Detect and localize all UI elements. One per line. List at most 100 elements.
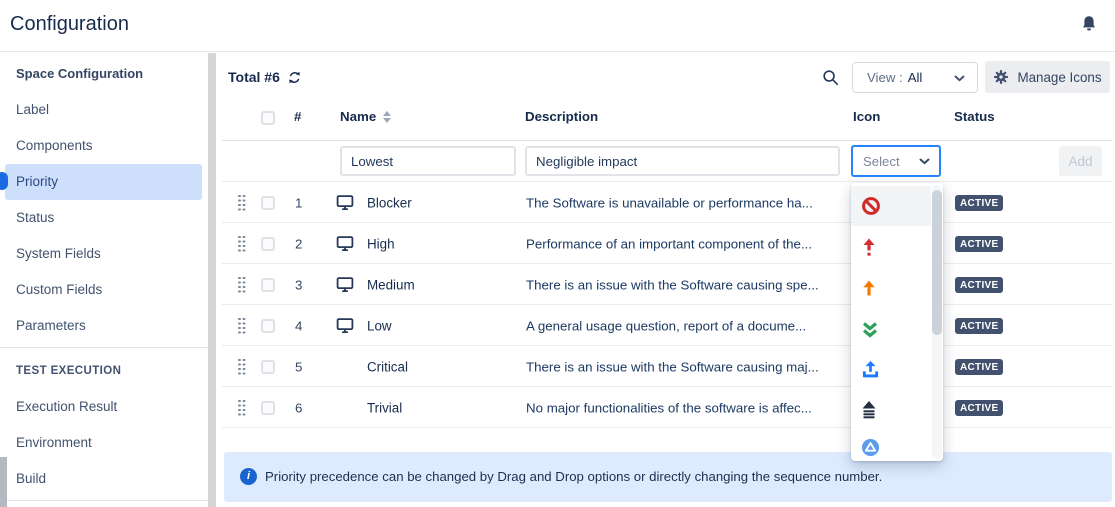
priority-description: Performance of an important component of… xyxy=(526,236,813,251)
dropdown-scrollbar-thumb[interactable] xyxy=(932,190,942,335)
select-all-checkbox[interactable] xyxy=(261,111,275,125)
view-filter-label: View : xyxy=(867,70,903,85)
dropdown-option-arrow-up-dot-icon[interactable] xyxy=(851,227,931,267)
app-header: Configuration xyxy=(0,0,1115,52)
status-badge: ACTIVE xyxy=(955,276,1004,293)
row-number: 2 xyxy=(295,236,303,251)
notification-bell-icon[interactable] xyxy=(1081,15,1097,33)
header-divider xyxy=(222,140,1112,141)
row-number: 6 xyxy=(295,400,303,415)
dropdown-option-circle-triangle-icon[interactable] xyxy=(851,427,931,461)
drag-handle[interactable] xyxy=(238,276,246,293)
sidebar-item-components[interactable]: Components xyxy=(16,138,93,153)
row-divider xyxy=(222,345,1112,346)
sidebar-divider xyxy=(0,500,208,501)
sidebar-item-status[interactable]: Status xyxy=(16,210,55,225)
drag-handle[interactable] xyxy=(238,317,246,334)
row-checkbox[interactable] xyxy=(261,236,275,251)
dropdown-option-upload-tray-icon[interactable] xyxy=(851,349,931,389)
manage-icons-button[interactable]: Manage Icons xyxy=(985,61,1110,93)
table-row: 2 High Performance of an important compone… xyxy=(216,223,1115,264)
dropdown-option-double-chevron-down-icon[interactable] xyxy=(851,309,931,349)
chevron-down-icon xyxy=(919,152,930,170)
priority-name: Blocker xyxy=(367,195,412,210)
row-checkbox[interactable] xyxy=(261,277,275,292)
sidebar-item-custom-fields[interactable]: Custom Fields xyxy=(16,282,103,297)
dropdown-option-blocked-icon[interactable] xyxy=(851,186,931,226)
total-count-label: Total #6 xyxy=(228,69,280,85)
status-badge: ACTIVE xyxy=(955,194,1004,211)
drag-handle[interactable] xyxy=(238,399,246,416)
row-number: 4 xyxy=(295,318,303,333)
priority-name: Trivial xyxy=(367,400,403,415)
double-chevron-down-icon xyxy=(861,321,879,338)
circle-triangle-icon xyxy=(861,438,880,457)
row-checkbox[interactable] xyxy=(261,195,275,210)
new-priority-name-input[interactable] xyxy=(340,146,516,176)
drag-handle[interactable] xyxy=(238,358,246,375)
manage-icons-label: Manage Icons xyxy=(1017,69,1102,85)
row-checkbox[interactable] xyxy=(261,400,275,415)
info-icon: i xyxy=(240,468,257,485)
chevron-down-icon xyxy=(954,70,965,85)
sidebar-divider xyxy=(0,347,208,348)
arrow-up-icon xyxy=(861,279,877,297)
arrow-up-dot-icon xyxy=(861,237,877,257)
priority-description: There is an issue with the Software caus… xyxy=(526,277,819,292)
status-badge: ACTIVE xyxy=(955,317,1004,334)
row-divider xyxy=(222,263,1112,264)
row-divider xyxy=(222,304,1112,305)
icon-select-placeholder: Select xyxy=(863,153,900,169)
drag-handle[interactable] xyxy=(238,194,246,211)
sidebar-scrollbar-thumb[interactable] xyxy=(0,457,7,507)
row-checkbox[interactable] xyxy=(261,318,275,333)
dropdown-option-eject-icon[interactable] xyxy=(851,389,931,429)
blocked-icon xyxy=(861,196,881,216)
priority-description: There is an issue with the Software caus… xyxy=(526,359,819,374)
priority-description: A general usage question, report of a do… xyxy=(526,318,807,333)
sidebar-item-parameters[interactable]: Parameters xyxy=(16,318,86,333)
total-count: Total #6 xyxy=(228,69,302,85)
row-checkbox[interactable] xyxy=(261,359,275,374)
sidebar-item-execution-result[interactable]: Execution Result xyxy=(16,399,118,414)
row-divider xyxy=(222,222,1112,223)
sort-icon[interactable] xyxy=(383,111,391,123)
table-row: 4 Low A general usage question, report of … xyxy=(216,305,1115,346)
row-number: 1 xyxy=(295,195,303,210)
sidebar-item-build[interactable]: Build xyxy=(16,471,47,486)
info-message: Priority precedence can be changed by Dr… xyxy=(265,469,883,484)
column-header-icon[interactable]: Icon xyxy=(853,109,881,124)
new-priority-description-input[interactable] xyxy=(525,146,840,176)
row-divider xyxy=(222,181,1112,182)
row-number: 3 xyxy=(295,277,303,292)
column-header-status[interactable]: Status xyxy=(954,109,995,124)
eject-icon xyxy=(861,400,877,419)
monitor-icon xyxy=(336,276,354,293)
view-filter-select[interactable]: View : All xyxy=(852,62,978,93)
sidebar-item-priority[interactable]: Priority xyxy=(5,164,202,200)
dropdown-option-arrow-up-icon[interactable] xyxy=(851,268,931,308)
info-banner: i Priority precedence can be changed by … xyxy=(224,452,1112,502)
priority-name: Medium xyxy=(367,277,415,292)
column-header-number[interactable]: # xyxy=(294,109,302,124)
search-icon[interactable] xyxy=(822,69,839,86)
icon-dropdown-panel xyxy=(851,183,943,461)
sidebar-item-environment[interactable]: Environment xyxy=(16,435,92,450)
sidebar-item-system-fields[interactable]: System Fields xyxy=(16,246,101,261)
priority-name: Low xyxy=(367,318,392,333)
panel-resize-divider xyxy=(208,53,216,507)
sidebar-item-label[interactable]: Label xyxy=(16,102,50,117)
column-header-description[interactable]: Description xyxy=(525,109,599,124)
priority-name: High xyxy=(367,236,395,251)
add-button[interactable]: Add xyxy=(1059,146,1102,176)
table-row: 6 Trivial No major functionalities of the … xyxy=(216,387,1115,428)
refresh-icon[interactable] xyxy=(287,70,302,85)
table-row: 3 Medium There is an issue with the Softwa… xyxy=(216,264,1115,305)
status-badge: ACTIVE xyxy=(955,235,1004,252)
column-header-name[interactable]: Name xyxy=(340,109,377,124)
priority-name: Critical xyxy=(367,359,408,374)
drag-handle[interactable] xyxy=(238,235,246,252)
icon-select-dropdown[interactable]: Select xyxy=(851,145,941,177)
sidebar-section-title: Space Configuration xyxy=(16,66,144,81)
